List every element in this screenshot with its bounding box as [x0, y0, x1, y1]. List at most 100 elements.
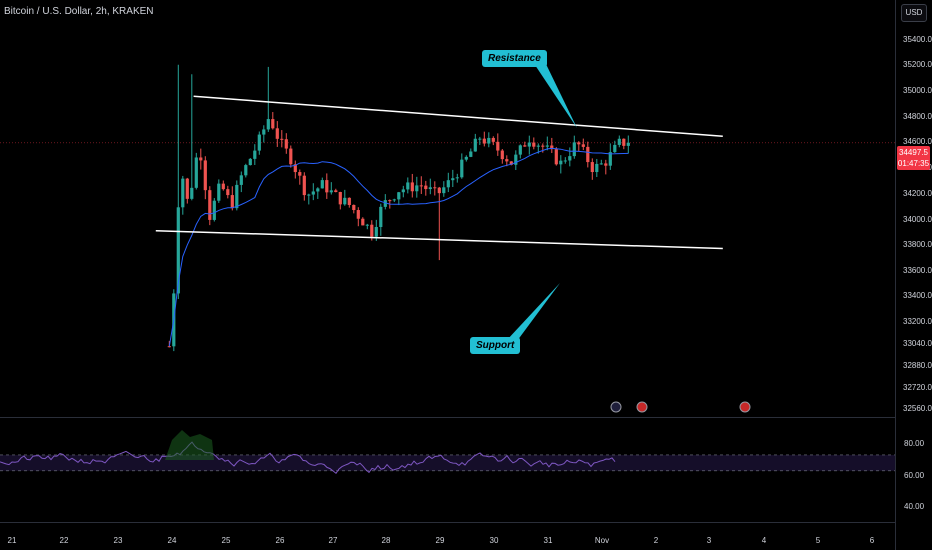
moving-average-line [168, 147, 629, 347]
candle-body [608, 152, 612, 166]
candle-body [298, 172, 302, 176]
candle-body [460, 159, 464, 178]
candle-body [428, 187, 432, 190]
candle-body [626, 142, 630, 146]
price-tick-label: 33800.0 [903, 240, 932, 249]
candle-body [311, 191, 315, 195]
candle-body [338, 192, 342, 205]
candle-body [446, 180, 450, 188]
candle-body [559, 160, 563, 165]
candle-body [617, 138, 621, 145]
candle-body [415, 185, 419, 192]
price-tick-label: 34000.0 [903, 215, 932, 224]
candle-body [226, 189, 230, 196]
resistance-trendline [193, 95, 723, 137]
time-tick-label: 29 [435, 536, 445, 545]
candle-body [343, 197, 347, 205]
time-tick-label: 2 [653, 536, 659, 545]
candle-body [190, 187, 194, 199]
resistance-pointer [533, 62, 577, 128]
candle-body [230, 195, 234, 209]
rsi-overbought-fill [165, 430, 214, 460]
candle-body [505, 159, 509, 162]
candle-body [239, 175, 243, 185]
price-tick-label: 33400.0 [903, 291, 932, 300]
candle-body [275, 128, 279, 139]
candle-body [554, 149, 558, 165]
candle-body [280, 138, 284, 140]
time-tick-label: 3 [706, 536, 712, 545]
event-earnings-icon [739, 401, 751, 413]
candle-body [167, 346, 171, 348]
candle-body [451, 178, 455, 181]
candle-body [244, 165, 248, 176]
candle-body [568, 156, 572, 161]
candle-body [442, 187, 446, 194]
resistance-callout[interactable]: Resistance [482, 50, 547, 67]
time-tick-label: 27 [328, 536, 338, 545]
event-earnings-icon [636, 401, 648, 413]
candle-body [262, 129, 266, 135]
candle-body [496, 141, 500, 151]
time-tick-label: 30 [489, 536, 499, 545]
last-price-tag: 34497.5 01:47:35 [897, 146, 930, 170]
symbol-title[interactable]: Bitcoin / U.S. Dollar, 2h, KRAKEN [4, 6, 154, 17]
time-tick-label: 24 [167, 536, 177, 545]
time-tick-label: 26 [275, 536, 285, 545]
rsi-band [0, 454, 895, 471]
candle-body [356, 210, 360, 219]
candle-body [316, 188, 320, 192]
candle-body [473, 138, 477, 152]
price-tick-label: 34200.0 [903, 189, 932, 198]
price-tick-label: 33040.0 [903, 339, 932, 348]
candle-body [464, 156, 468, 160]
candle-body [518, 145, 522, 155]
candle-body [185, 178, 189, 199]
candle-body [361, 218, 365, 226]
time-tick-label: 21 [7, 536, 17, 545]
bar-countdown: 01:47:35 [897, 159, 930, 168]
price-tick-label: 32720.0 [903, 383, 932, 392]
candle-body [604, 163, 608, 166]
candle-body [370, 224, 374, 237]
candle-body [581, 144, 585, 147]
candle-body [284, 139, 288, 149]
candle-body [455, 177, 459, 179]
candle-body [410, 182, 414, 192]
price-tick-label: 32880.0 [903, 361, 932, 370]
candle-body [572, 142, 576, 157]
candle-body [307, 194, 311, 196]
candle-body [374, 227, 378, 237]
currency-button[interactable]: USD [901, 4, 927, 22]
candle-body [199, 157, 203, 161]
candle-body [527, 142, 531, 147]
candle-body [221, 183, 225, 190]
rsi-tick-label: 40.00 [904, 502, 925, 511]
candle-body [208, 190, 212, 220]
candle-body [586, 146, 590, 163]
candle-body [424, 185, 428, 190]
time-tick-label: 5 [815, 536, 821, 545]
candle-body [545, 145, 549, 147]
event-dividend-icon [610, 401, 622, 413]
time-tick-label: 23 [113, 536, 123, 545]
candle-body [478, 138, 482, 140]
candle-body [419, 185, 423, 187]
candle-body [577, 142, 581, 145]
candle-body [500, 150, 504, 160]
time-tick-label: 28 [381, 536, 391, 545]
candle-body [248, 158, 252, 166]
candle-body [302, 175, 306, 196]
candle-body [181, 178, 185, 208]
time-tick-label: 4 [761, 536, 767, 545]
candle-body [401, 189, 405, 193]
price-tick-label: 34600.0 [903, 137, 932, 146]
candle-body [365, 224, 369, 226]
price-tick-label: 34800.0 [903, 112, 932, 121]
candle-body [325, 180, 329, 193]
time-tick-label: 6 [869, 536, 875, 545]
candle-body [397, 192, 401, 200]
support-callout[interactable]: Support [470, 337, 521, 354]
candle-body [257, 134, 261, 151]
price-tick-label: 35400.0 [903, 35, 932, 44]
